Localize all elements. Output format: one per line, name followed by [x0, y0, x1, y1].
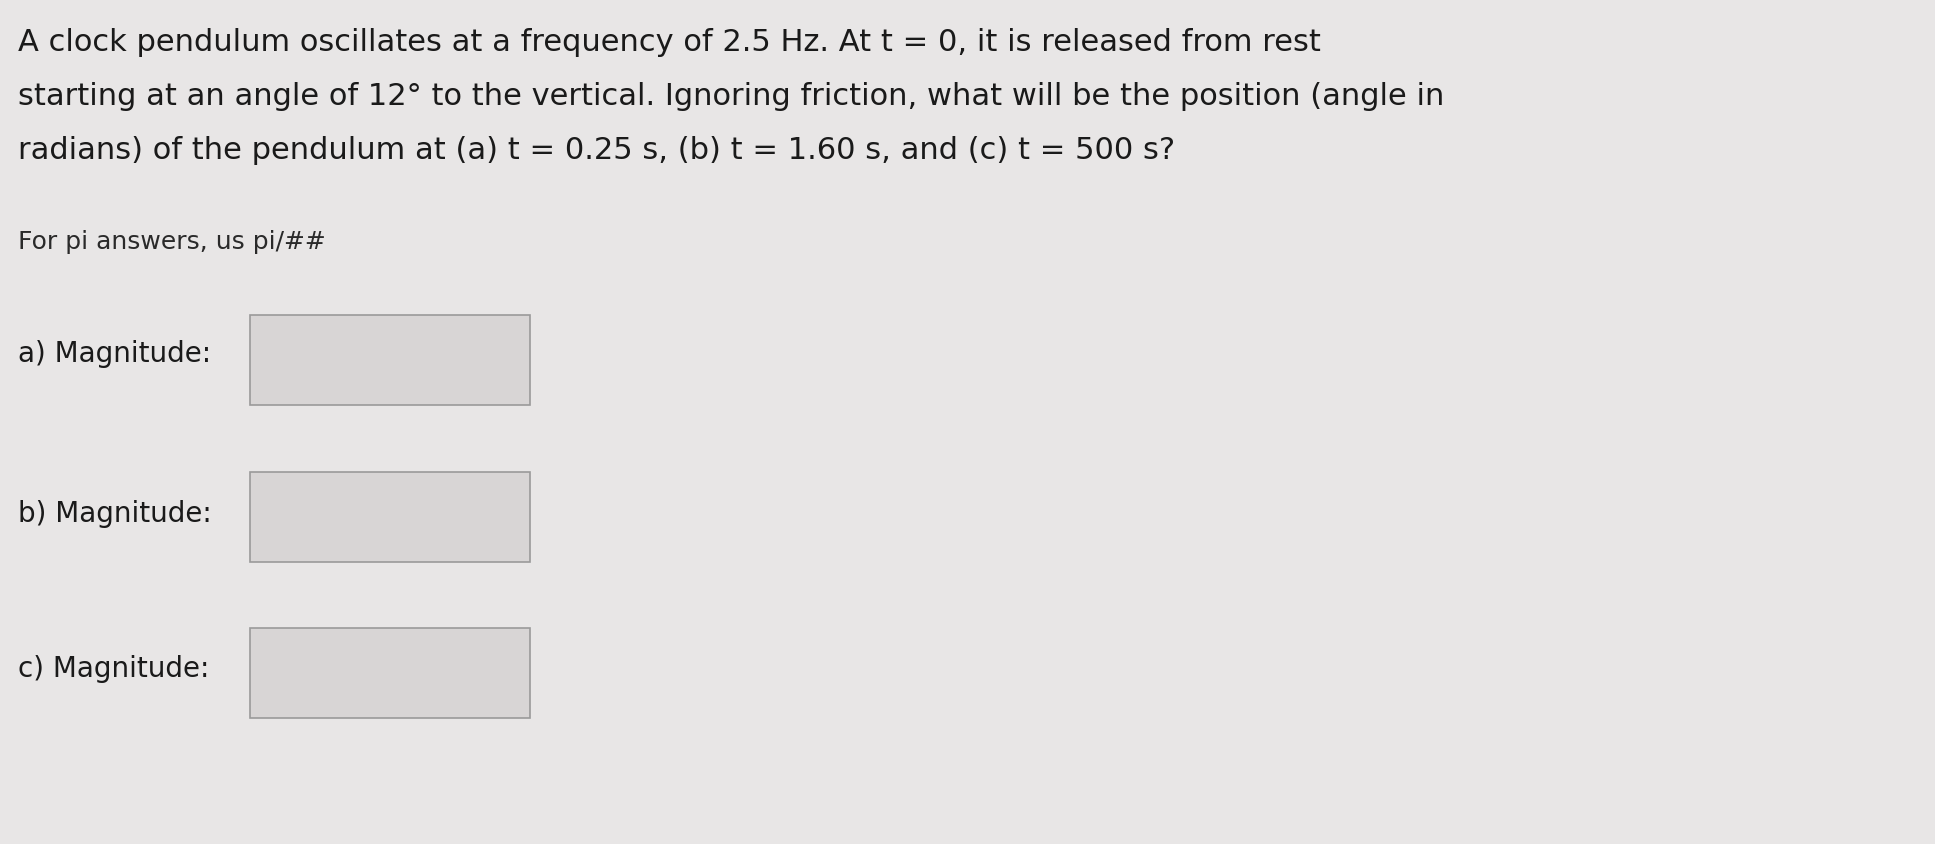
- Bar: [250, 315, 530, 405]
- Bar: [250, 472, 530, 562]
- Bar: [250, 628, 530, 718]
- Text: b) Magnitude:: b) Magnitude:: [17, 500, 211, 528]
- Text: starting at an angle of 12° to the vertical. Ignoring friction, what will be the: starting at an angle of 12° to the verti…: [17, 82, 1444, 111]
- Text: c) Magnitude:: c) Magnitude:: [17, 655, 209, 683]
- Text: A clock pendulum oscillates at a frequency of 2.5 Hz. At t = 0, it is released f: A clock pendulum oscillates at a frequen…: [17, 28, 1322, 57]
- Text: radians) of the pendulum at (a) t = 0.25 s, (b) t = 1.60 s, and (c) t = 500 s?: radians) of the pendulum at (a) t = 0.25…: [17, 136, 1175, 165]
- Text: a) Magnitude:: a) Magnitude:: [17, 340, 211, 368]
- Text: For pi answers, us pi/##: For pi answers, us pi/##: [17, 230, 325, 254]
